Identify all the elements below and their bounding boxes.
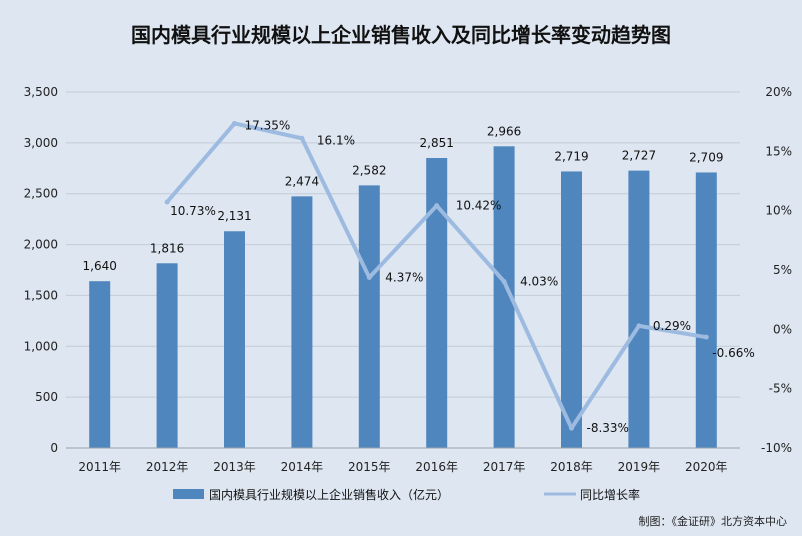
x-axis: 2011年 2012年 2013年 2014年 2015年 2016年 2017年 2018年…: [66, 447, 740, 474]
bar-data-label: 2,582: [352, 163, 386, 177]
x-tick-label: 2017年: [483, 460, 526, 474]
bar-data-label: 2,851: [420, 136, 454, 150]
chart-title: 国内模具行业规模以上企业销售收入及同比增长率变动趋势图: [131, 23, 671, 47]
bar: [89, 281, 111, 448]
bar: [561, 171, 582, 449]
bar-data-label: 2,131: [217, 209, 251, 223]
left-tick-label: 500: [35, 390, 58, 404]
growth-point: [636, 323, 642, 329]
bar-data-label: 2,966: [487, 124, 521, 138]
x-tick-label: 2019年: [618, 460, 661, 474]
bar-series: [89, 146, 717, 449]
bar: [358, 185, 380, 448]
growth-data-label: 4.37%: [385, 270, 423, 284]
left-tick-label: 1,500: [24, 288, 58, 302]
legend: 国内模具行业规模以上企业销售收入（亿元） 同比增长率: [173, 487, 640, 502]
right-tick-label: 15%: [765, 144, 792, 158]
growth-data-label: 10.42%: [456, 199, 502, 213]
growth-point: [366, 274, 372, 280]
bar: [291, 196, 313, 448]
growth-data-label: -8.33%: [587, 421, 629, 435]
growth-data-label: 0.29%: [653, 319, 691, 333]
bar-data-label: 2,727: [622, 149, 656, 163]
right-tick-label: 10%: [765, 204, 792, 218]
bar-data-label: 2,474: [285, 174, 319, 188]
bar: [628, 170, 650, 449]
growth-point: [501, 279, 507, 285]
x-tick-label: 2018年: [550, 460, 593, 474]
x-tick-label: 2012年: [146, 460, 189, 474]
x-tick-label: 2011年: [78, 460, 121, 474]
growth-point: [569, 425, 574, 431]
bar-data-labels: 1,640 1,816 2,131 2,474 2,582 2,851 2,966 2,719…: [83, 124, 724, 273]
growth-point: [232, 120, 237, 126]
growth-point: [703, 334, 709, 340]
bar: [695, 172, 717, 448]
x-tick-label: 2016年: [415, 460, 458, 474]
left-tick-label: 2,000: [24, 238, 58, 252]
growth-data-label: 10.73%: [170, 204, 216, 218]
right-axis: -10% -5% 0% 5% 10% 15% 20%: [761, 85, 792, 455]
right-tick-label: 0%: [773, 322, 792, 336]
legend-line-label: 同比增长率: [580, 487, 640, 502]
bar: [156, 263, 178, 448]
bar-data-label: 2,709: [689, 150, 723, 164]
x-tick-label: 2015年: [348, 460, 391, 474]
right-tick-label: 20%: [765, 85, 792, 99]
left-tick-label: 3,000: [24, 136, 58, 150]
bar: [493, 146, 515, 448]
bar-data-label: 1,816: [150, 241, 184, 255]
right-tick-label: -10%: [761, 441, 792, 455]
growth-data-label: -0.66%: [712, 346, 754, 360]
left-tick-label: 2,500: [24, 187, 58, 201]
bar: [224, 231, 245, 448]
bar: [426, 158, 448, 448]
left-tick-label: 1,000: [24, 339, 58, 353]
gridlines: [66, 91, 740, 398]
growth-point: [164, 199, 170, 205]
left-tick-label: 3,500: [24, 85, 58, 99]
right-tick-label: -5%: [769, 382, 792, 396]
x-tick-label: 2020年: [685, 460, 728, 474]
line-series: [164, 120, 709, 431]
line-data-labels: 10.73% 17.35% 16.1% 4.37% 10.42% 4.03% -8.33% 0…: [170, 118, 755, 435]
growth-data-label: 16.1%: [317, 133, 355, 147]
growth-data-label: 4.03%: [520, 275, 558, 289]
bar-data-label: 2,719: [554, 149, 588, 163]
legend-bar-swatch: [173, 489, 204, 499]
bar-data-label: 1,640: [83, 259, 117, 273]
legend-bar-label: 国内模具行业规模以上企业销售收入（亿元）: [209, 487, 449, 502]
x-tick-label: 2013年: [213, 460, 256, 474]
chart-credit: 制图：《金证研》北方资本中心: [639, 514, 788, 528]
growth-data-label: 17.35%: [245, 118, 291, 132]
left-tick-label: 0: [50, 441, 58, 455]
growth-point: [299, 135, 305, 141]
left-axis: 0 500 1,000 1,500 2,000 2,500 3,000 3,500: [24, 85, 58, 455]
x-tick-label: 2014年: [281, 460, 324, 474]
right-tick-label: 5%: [773, 263, 792, 277]
growth-point: [434, 203, 440, 209]
